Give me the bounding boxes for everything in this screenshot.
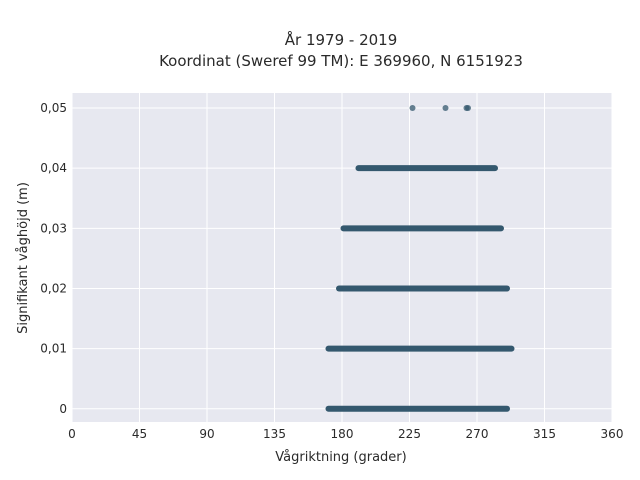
x-tick-label: 270	[466, 427, 489, 441]
data-point	[409, 105, 416, 112]
data-points	[409, 105, 471, 112]
data-band	[336, 285, 510, 292]
x-tick-label: 225	[398, 427, 421, 441]
y-tick-label: 0,03	[40, 221, 67, 235]
x-axis-ticks: 0 45 90 135 180 225 270 315 360	[68, 427, 623, 441]
x-tick-label: 135	[263, 427, 286, 441]
data-band	[325, 345, 515, 352]
x-tick-label: 180	[331, 427, 354, 441]
x-tick-label: 0	[68, 427, 76, 441]
data-band	[340, 225, 504, 232]
data-band	[325, 405, 510, 412]
y-tick-label: 0,05	[40, 101, 67, 115]
y-tick-label: 0,01	[40, 342, 67, 356]
data-point	[465, 105, 471, 112]
y-axis-ticks: 0 0,01 0,02 0,03 0,04 0,05	[40, 101, 67, 416]
x-tick-label: 45	[132, 427, 147, 441]
data-bands	[325, 165, 515, 412]
chart-title-line-1: År 1979 - 2019	[285, 30, 398, 49]
data-band	[355, 165, 498, 172]
x-tick-label: 360	[601, 427, 624, 441]
x-tick-label: 315	[533, 427, 556, 441]
y-axis-label: Signifikant våghöjd (m)	[16, 182, 31, 334]
y-tick-label: 0	[59, 402, 67, 416]
x-tick-label: 90	[199, 427, 214, 441]
y-tick-label: 0,02	[40, 281, 67, 295]
y-tick-label: 0,04	[40, 161, 67, 175]
data-point	[442, 105, 449, 112]
chart-title-line-2: Koordinat (Sweref 99 TM): E 369960, N 61…	[159, 52, 523, 70]
x-axis-label: Vågriktning (grader)	[275, 450, 406, 465]
